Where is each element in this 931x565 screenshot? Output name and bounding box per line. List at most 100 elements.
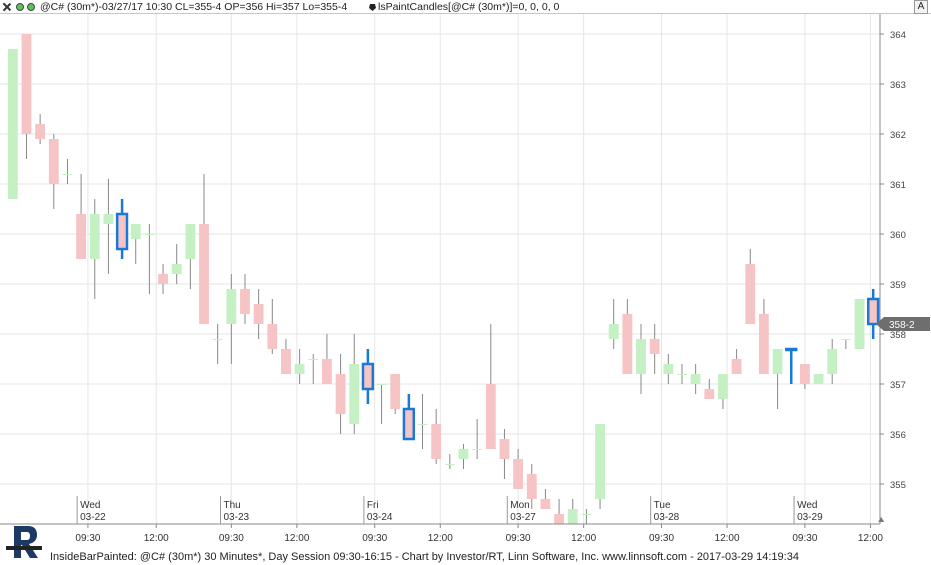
day-name-label: Mon (510, 500, 529, 511)
candle (115, 199, 129, 259)
candle (294, 349, 305, 384)
candle-body (718, 374, 728, 399)
candle (854, 299, 865, 349)
candle-body (540, 499, 551, 509)
candle (472, 419, 483, 459)
candle-body (759, 314, 769, 374)
candle (308, 354, 319, 384)
candle-body (622, 314, 633, 374)
candle-body (253, 304, 264, 324)
study-value-line: lsPaintCandles[@C# (30m*)]=0, 0, 0, 0 (378, 1, 560, 13)
y-tick-label: 356 (890, 430, 906, 441)
candle-body (731, 359, 742, 374)
candle-body (7, 49, 18, 199)
y-tick-label: 364 (890, 30, 906, 41)
candle (390, 374, 401, 414)
x-tick-label: 12:00 (571, 533, 596, 544)
candle-body (308, 359, 319, 360)
status-dot-icon-2 (27, 3, 35, 11)
candle-body (636, 339, 646, 374)
candle (690, 364, 701, 394)
candle (240, 274, 250, 324)
chart-footer: InsideBarPainted: @C# (30m*) 30 Minutes*… (0, 549, 931, 565)
close-icon[interactable] (2, 2, 12, 12)
candle-body (458, 449, 469, 459)
candle (402, 394, 416, 441)
candle (581, 509, 592, 524)
x-tick-label: 12:00 (715, 533, 740, 544)
day-date-label: 03-29 (797, 512, 823, 523)
candle (704, 379, 715, 399)
candle (745, 249, 756, 324)
candle-body (444, 464, 455, 465)
investor-rt-logo (6, 526, 42, 558)
candle (21, 34, 32, 159)
day-name-label: Fri (367, 500, 379, 511)
candle (281, 339, 291, 374)
candle (499, 429, 510, 479)
candle (595, 424, 605, 509)
candle (827, 339, 838, 384)
candle-body (171, 264, 182, 274)
candle (799, 364, 810, 389)
y-tick-label: 362 (890, 130, 906, 141)
candle-body (115, 212, 129, 251)
candle (540, 489, 551, 509)
candle (417, 394, 428, 449)
candle (554, 499, 564, 524)
candle (622, 299, 633, 374)
candle (199, 174, 209, 324)
candle-body (690, 374, 701, 384)
candle (813, 374, 824, 384)
y-tick-label: 355 (890, 480, 906, 491)
candle-body (48, 139, 59, 184)
day-date-label: 03-27 (510, 512, 536, 523)
day-name-label: Thu (224, 500, 241, 511)
day-name-label: Wed (797, 500, 817, 511)
candle-body (185, 224, 196, 259)
candle (103, 179, 114, 274)
candle (840, 339, 851, 349)
candle (785, 347, 798, 384)
candle-body (322, 359, 332, 384)
candle (89, 199, 100, 299)
x-tick-label: 12:00 (428, 533, 453, 544)
candle (226, 274, 237, 364)
candle (171, 244, 182, 284)
x-tick-label: 12:00 (144, 533, 169, 544)
x-tick-label: 09:30 (792, 533, 817, 544)
candle-body (376, 384, 387, 385)
y-tick-label: 358 (890, 330, 906, 341)
x-tick-label: 12:00 (284, 533, 309, 544)
x-tick-label: 09:30 (362, 533, 387, 544)
status-dot-icon (16, 3, 24, 11)
candle-body (567, 509, 578, 524)
candle-body (361, 362, 375, 391)
candle-body (867, 297, 880, 326)
y-tick-label: 359 (890, 280, 906, 291)
price-chart[interactable]: 355356357358359360361362363364358-2Wed03… (0, 14, 931, 549)
y-tick-label: 360 (890, 230, 906, 241)
annotation-a-button[interactable]: A (914, 0, 928, 14)
candle (185, 224, 196, 289)
candle-body (199, 224, 209, 324)
candle (253, 289, 264, 339)
candle-body (402, 407, 416, 441)
y-tick-label: 361 (890, 180, 906, 191)
y-tick-label: 363 (890, 80, 906, 91)
chart-axes: 355356357358359360361362363364358-2Wed03… (0, 14, 930, 544)
candle-body (62, 174, 73, 175)
candle-body (212, 339, 223, 340)
candle (62, 159, 73, 184)
candle-body (840, 339, 851, 340)
candle (513, 449, 524, 489)
candle-body (772, 349, 783, 374)
candle-body (526, 474, 537, 499)
time-cursor-marker (878, 517, 885, 522)
candle (458, 444, 469, 469)
candle-body (76, 214, 87, 259)
candle (567, 499, 578, 524)
footer-caption: InsideBarPainted: @C# (30m*) 30 Minutes*… (50, 551, 799, 563)
candle-body (663, 364, 674, 374)
candle (376, 384, 387, 424)
